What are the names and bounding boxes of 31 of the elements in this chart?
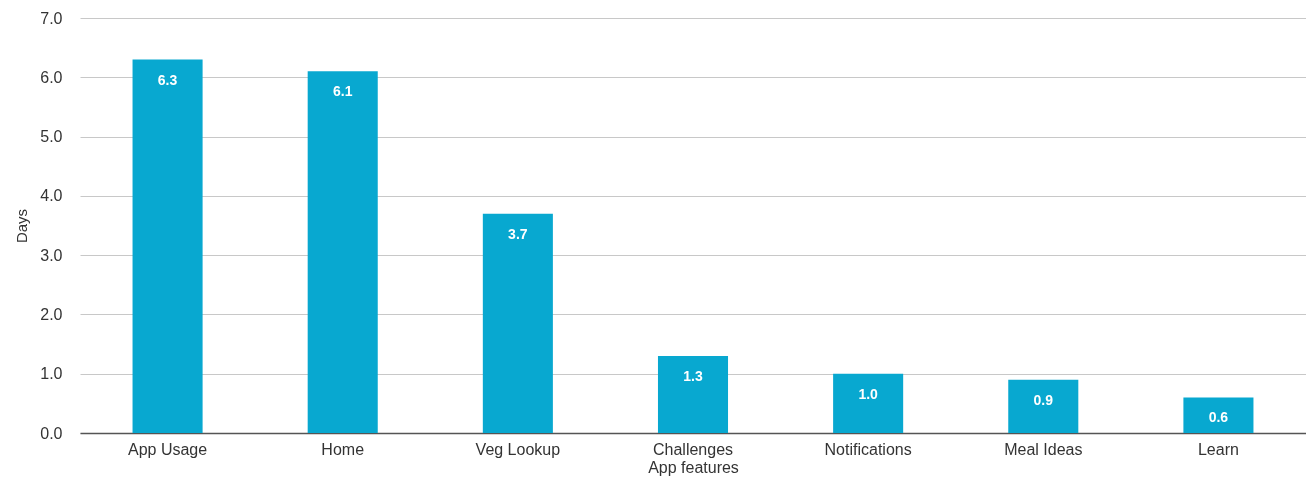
bar [307,71,378,433]
x-tick-label: App Usage [127,440,208,458]
y-axis-title: Days [13,208,31,244]
data-label: 0.9 [1033,391,1054,408]
y-tick-label: 2.0 [40,305,63,323]
x-tick-label: Learn [1197,440,1239,458]
y-tick-label: 5.0 [40,128,63,146]
data-label: 0.6 [1208,409,1229,426]
x-tick-label: Home [321,440,365,458]
x-axis-title: App features [648,458,739,476]
bar [482,213,553,433]
x-tick-label: Notifications [824,440,912,458]
bar [657,355,729,433]
bar [1008,379,1079,433]
bar [1183,397,1254,433]
y-tick-label: 4.0 [40,187,63,205]
data-label: 1.3 [683,367,703,384]
y-tick-label: 1.0 [40,365,63,383]
y-tick-label: 0.0 [40,424,63,442]
y-tick-label: 3.0 [40,246,63,264]
data-label: 6.1 [332,83,353,100]
y-tick-label: 7.0 [40,9,63,27]
data-label: 1.0 [858,385,879,402]
x-tick-label: Challenges [652,440,734,458]
bar [833,373,904,433]
data-label: 3.7 [508,225,528,242]
x-tick-label: Meal Ideas [1004,440,1083,458]
data-label: 6.3 [157,71,178,88]
y-tick-label: 6.0 [40,68,63,86]
bar [132,59,203,433]
x-tick-label: Veg Lookup [475,440,561,458]
